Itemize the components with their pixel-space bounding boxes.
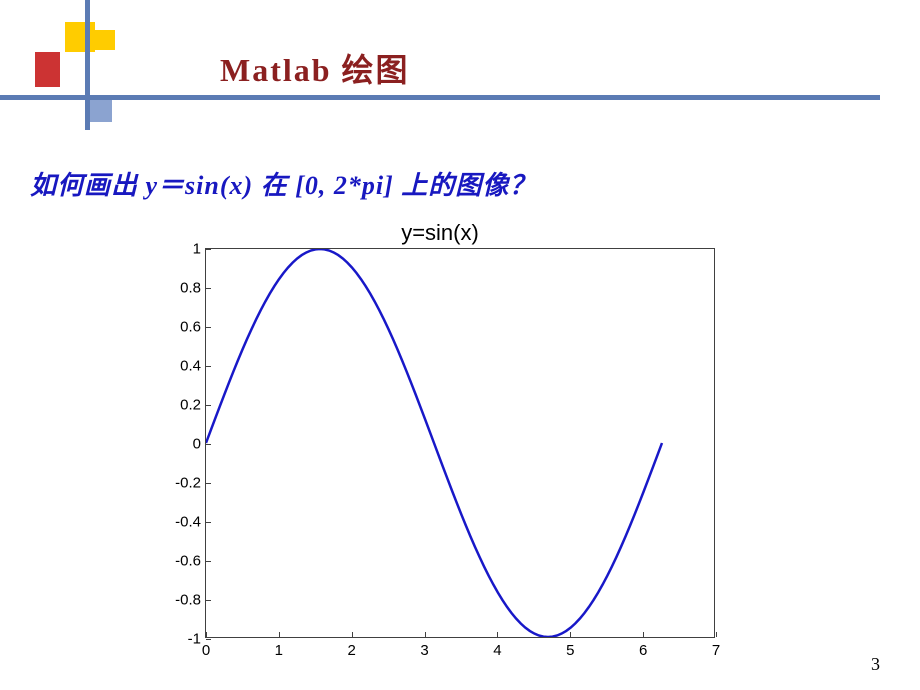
y-tick-mark: [206, 444, 211, 445]
x-tick-mark: [643, 632, 644, 637]
x-tick-mark: [425, 632, 426, 637]
y-tick-mark: [206, 561, 211, 562]
x-tick-label: 7: [712, 642, 720, 659]
y-tick-label: 0: [161, 436, 201, 453]
x-tick-label: 2: [348, 642, 356, 659]
y-tick-label: -0.8: [161, 592, 201, 609]
x-tick-mark: [352, 632, 353, 637]
x-tick-mark: [716, 632, 717, 637]
red-square: [35, 52, 60, 87]
x-tick-label: 1: [275, 642, 283, 659]
y-tick-mark: [206, 366, 211, 367]
x-tick-label: 3: [420, 642, 428, 659]
y-tick-label: 0.8: [161, 280, 201, 297]
x-tick-label: 5: [566, 642, 574, 659]
y-tick-label: -1: [161, 631, 201, 648]
x-tick-mark: [206, 632, 207, 637]
question-text: 如何画出 y＝sin(x) 在 [0, 2*pi] 上的图像？: [30, 165, 536, 202]
y-tick-mark: [206, 483, 211, 484]
question-function: y＝sin(x): [146, 171, 254, 200]
page-number: 3: [871, 654, 880, 675]
x-tick-label: 0: [202, 642, 210, 659]
chart-container: y=sin(x) -1-0.8-0.6-0.4-0.200.20.40.60.8…: [150, 220, 730, 650]
yellow-square-2: [95, 30, 115, 50]
y-tick-label: 1: [161, 241, 201, 258]
y-tick-mark: [206, 522, 211, 523]
plot-area: -1-0.8-0.6-0.4-0.200.20.40.60.8101234567: [205, 248, 715, 638]
nav-square: [90, 100, 112, 122]
y-tick-label: 0.6: [161, 319, 201, 336]
y-tick-mark: [206, 639, 211, 640]
y-tick-mark: [206, 288, 211, 289]
y-tick-label: -0.2: [161, 475, 201, 492]
x-tick-label: 4: [493, 642, 501, 659]
y-tick-mark: [206, 600, 211, 601]
y-tick-label: 0.4: [161, 358, 201, 375]
y-tick-label: -0.4: [161, 514, 201, 531]
horizontal-line: [0, 95, 880, 100]
x-tick-mark: [497, 632, 498, 637]
slide-title: Matlab 绘图: [220, 45, 410, 91]
y-tick-mark: [206, 405, 211, 406]
x-tick-mark: [570, 632, 571, 637]
question-range: [0, 2*pi]: [295, 171, 394, 200]
x-tick-mark: [279, 632, 280, 637]
x-tick-label: 6: [639, 642, 647, 659]
question-part-3: 上的图像？: [394, 171, 537, 200]
question-part-1: 如何画出: [30, 171, 146, 200]
y-tick-label: 0.2: [161, 397, 201, 414]
y-tick-mark: [206, 327, 211, 328]
sine-path: [206, 249, 662, 637]
y-tick-mark: [206, 249, 211, 250]
y-tick-label: -0.6: [161, 553, 201, 570]
sine-curve: [206, 249, 714, 637]
yellow-square-1: [65, 22, 95, 52]
chart-title: y=sin(x): [150, 220, 730, 246]
question-part-2: 在: [253, 171, 295, 200]
